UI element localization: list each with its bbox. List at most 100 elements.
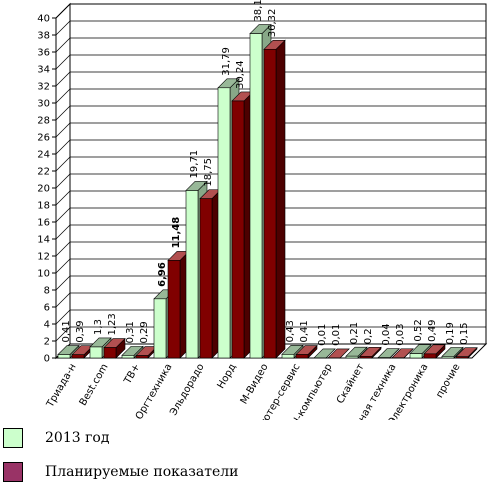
value-label: 0,15: [459, 322, 470, 344]
value-label: 0,2: [363, 328, 374, 344]
value-label: 0,39: [75, 320, 86, 342]
value-label: 36,32: [267, 9, 278, 38]
bar-front: [121, 355, 135, 359]
legend-label-2013: 2013 год: [45, 430, 110, 446]
bar-front: [263, 48, 277, 359]
bar-planned: [391, 348, 414, 359]
gridline: [55, 190, 486, 206]
y-tick-label: 20: [37, 184, 50, 195]
gridline: [55, 156, 486, 172]
bar-side: [275, 39, 286, 359]
bar-planned: [327, 348, 350, 359]
y-tick-label: 12: [37, 252, 50, 263]
y-tick-label: 24: [37, 150, 50, 161]
x-tick-label: Best.com: [78, 362, 111, 408]
gridline: [55, 309, 486, 325]
value-label: 0,04: [381, 323, 392, 345]
bar-front: [345, 355, 359, 359]
gridline: [55, 258, 486, 274]
y-tick-label: 28: [37, 116, 50, 127]
bar-front: [249, 33, 263, 359]
value-label: 1,23: [107, 313, 118, 335]
value-label: 11,48: [171, 217, 182, 249]
gridline: [55, 71, 486, 87]
x-tick-label: прочие: [434, 362, 462, 400]
bar-front: [57, 354, 71, 359]
y-tick-label: 2: [44, 337, 50, 348]
value-label: 0,29: [139, 321, 150, 343]
y-tick-label: 8: [44, 286, 50, 297]
x-tick-label: Скайнет: [335, 362, 367, 406]
x-tick-label: Триада-н: [44, 362, 78, 410]
gridline: [55, 88, 486, 104]
bar-planned: [455, 347, 478, 359]
value-label: 1,3: [93, 319, 104, 335]
gridline: [55, 326, 486, 342]
x-tick-label: М-Видео: [239, 362, 271, 406]
y-tick-label: 32: [37, 82, 50, 93]
y-tick-label: 22: [37, 167, 50, 178]
bar-front: [409, 353, 423, 359]
bar-front: [103, 347, 117, 359]
y-tick-label: 38: [37, 31, 50, 42]
bar-front: [89, 346, 103, 359]
y-tick-label: 10: [37, 269, 50, 280]
value-label: 0,03: [395, 323, 406, 345]
gridline: [55, 20, 486, 36]
gridline: [55, 207, 486, 223]
legend-swatch-2013: [3, 428, 23, 448]
gridline: [55, 3, 486, 19]
gridline: [55, 122, 486, 138]
bar-planned: [423, 344, 446, 359]
gridline: [55, 275, 486, 291]
value-label: 6,96: [157, 262, 168, 287]
value-label: 0,41: [299, 320, 310, 342]
bar-2013: [313, 348, 336, 359]
value-label: 0,43: [285, 320, 296, 342]
value-label: 18,75: [203, 158, 214, 187]
y-tick-label: 36: [37, 48, 50, 59]
value-label: 0,49: [427, 320, 438, 342]
y-tick-label: 34: [37, 65, 50, 76]
y-tick-label: 40: [37, 14, 50, 25]
bar-front: [455, 356, 469, 359]
bar-front: [153, 298, 167, 359]
bar-front: [167, 260, 181, 359]
bar-front: [71, 354, 85, 359]
bar-front: [231, 100, 245, 359]
gridline: [55, 224, 486, 240]
gridline: [55, 292, 486, 308]
bar-2013: [377, 347, 400, 359]
y-tick-label: 0: [44, 354, 50, 365]
bar-front: [135, 355, 149, 359]
y-tick-label: 26: [37, 133, 50, 144]
gridline: [55, 173, 486, 189]
bar-front: [281, 354, 295, 359]
bar-2013: [441, 346, 464, 359]
value-label: 0,31: [125, 321, 136, 343]
legend-item-planned: Планируемые показатели: [3, 462, 238, 482]
gridline: [55, 37, 486, 53]
y-tick-label: 4: [44, 320, 50, 331]
value-label: 0,41: [61, 320, 72, 342]
value-label: 0,01: [317, 324, 328, 346]
x-tick-label: Норд: [216, 362, 239, 391]
value-label: 38,17: [253, 0, 264, 22]
x-tick-label: ТВ+: [122, 362, 143, 387]
bar-front: [359, 355, 373, 359]
y-tick-label: 16: [37, 218, 50, 229]
gridline: [55, 241, 486, 257]
value-label: 0,01: [331, 324, 342, 346]
legend-item-2013: 2013 год: [3, 428, 109, 448]
gridline: [55, 54, 486, 70]
bar-front: [423, 353, 437, 359]
y-tick-label: 6: [44, 303, 50, 314]
legend-swatch-planned: [3, 462, 23, 482]
bar-planned: [359, 346, 382, 359]
x-tick-label: Эльдорадо: [168, 362, 206, 418]
gridline: [55, 105, 486, 121]
value-label: 19,71: [189, 150, 200, 179]
value-label: 30,24: [235, 60, 246, 89]
bar-front: [185, 190, 199, 359]
